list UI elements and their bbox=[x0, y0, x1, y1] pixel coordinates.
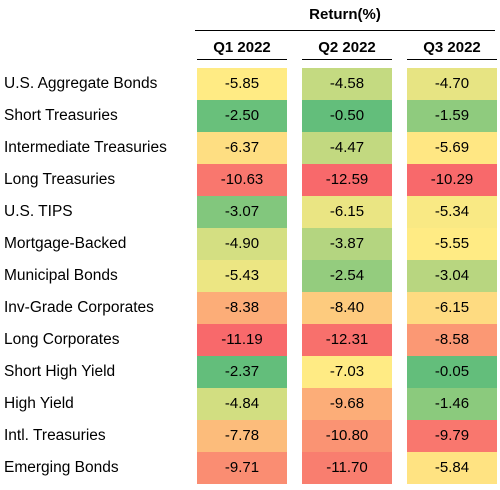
value-cell: -10.63 bbox=[197, 164, 287, 196]
value-cell: -9.68 bbox=[302, 388, 392, 420]
row-label: Emerging Bonds bbox=[4, 459, 119, 476]
value-cell: -0.05 bbox=[407, 356, 497, 388]
value-cell: -3.04 bbox=[407, 260, 497, 292]
row-label: Inv-Grade Corporates bbox=[4, 299, 154, 316]
value-cell: -11.70 bbox=[302, 452, 392, 484]
row-label: U.S. TIPS bbox=[4, 203, 73, 220]
value-cell: -8.58 bbox=[407, 324, 497, 356]
row-label: U.S. Aggregate Bonds bbox=[4, 75, 158, 92]
row-label: Mortgage-Backed bbox=[4, 235, 127, 252]
value-cell: -0.50 bbox=[302, 100, 392, 132]
value-cell: -4.84 bbox=[197, 388, 287, 420]
value-cell: -12.59 bbox=[302, 164, 392, 196]
value-cell: -11.19 bbox=[197, 324, 287, 356]
value-cell: -9.71 bbox=[197, 452, 287, 484]
row-label: Short High Yield bbox=[4, 363, 116, 380]
value-cell: -5.84 bbox=[407, 452, 497, 484]
column-header: Q3 2022 bbox=[407, 39, 497, 60]
value-cell: -2.50 bbox=[197, 100, 287, 132]
value-cell: -4.90 bbox=[197, 228, 287, 260]
header-rule bbox=[195, 30, 495, 31]
value-cell: -7.78 bbox=[197, 420, 287, 452]
row-label: Long Corporates bbox=[4, 331, 120, 348]
value-cell: -8.38 bbox=[197, 292, 287, 324]
value-cell: -12.31 bbox=[302, 324, 392, 356]
value-cell: -6.15 bbox=[302, 196, 392, 228]
value-cell: -5.34 bbox=[407, 196, 497, 228]
value-cell: -4.58 bbox=[302, 68, 392, 100]
row-label: Long Treasuries bbox=[4, 171, 116, 188]
column-header: Q2 2022 bbox=[302, 39, 392, 60]
value-cell: -4.70 bbox=[407, 68, 497, 100]
value-cell: -1.46 bbox=[407, 388, 497, 420]
row-label: Intl. Treasuries bbox=[4, 427, 106, 444]
value-cell: -5.69 bbox=[407, 132, 497, 164]
row-label: Municipal Bonds bbox=[4, 267, 118, 284]
value-cell: -1.59 bbox=[407, 100, 497, 132]
value-cell: -2.54 bbox=[302, 260, 392, 292]
value-cell: -9.79 bbox=[407, 420, 497, 452]
table-header-title: Return(%) bbox=[309, 6, 381, 23]
value-cell: -10.29 bbox=[407, 164, 497, 196]
column-header: Q1 2022 bbox=[197, 39, 287, 60]
value-cell: -10.80 bbox=[302, 420, 392, 452]
row-label: Short Treasuries bbox=[4, 107, 118, 124]
value-cell: -7.03 bbox=[302, 356, 392, 388]
value-cell: -6.37 bbox=[197, 132, 287, 164]
value-cell: -6.15 bbox=[407, 292, 497, 324]
value-cell: -5.85 bbox=[197, 68, 287, 100]
value-cell: -5.55 bbox=[407, 228, 497, 260]
value-cell: -5.43 bbox=[197, 260, 287, 292]
row-label: High Yield bbox=[4, 395, 74, 412]
value-cell: -3.07 bbox=[197, 196, 287, 228]
value-cell: -8.40 bbox=[302, 292, 392, 324]
row-label: Intermediate Treasuries bbox=[4, 139, 167, 156]
value-cell: -4.47 bbox=[302, 132, 392, 164]
value-cell: -3.87 bbox=[302, 228, 392, 260]
value-cell: -2.37 bbox=[197, 356, 287, 388]
